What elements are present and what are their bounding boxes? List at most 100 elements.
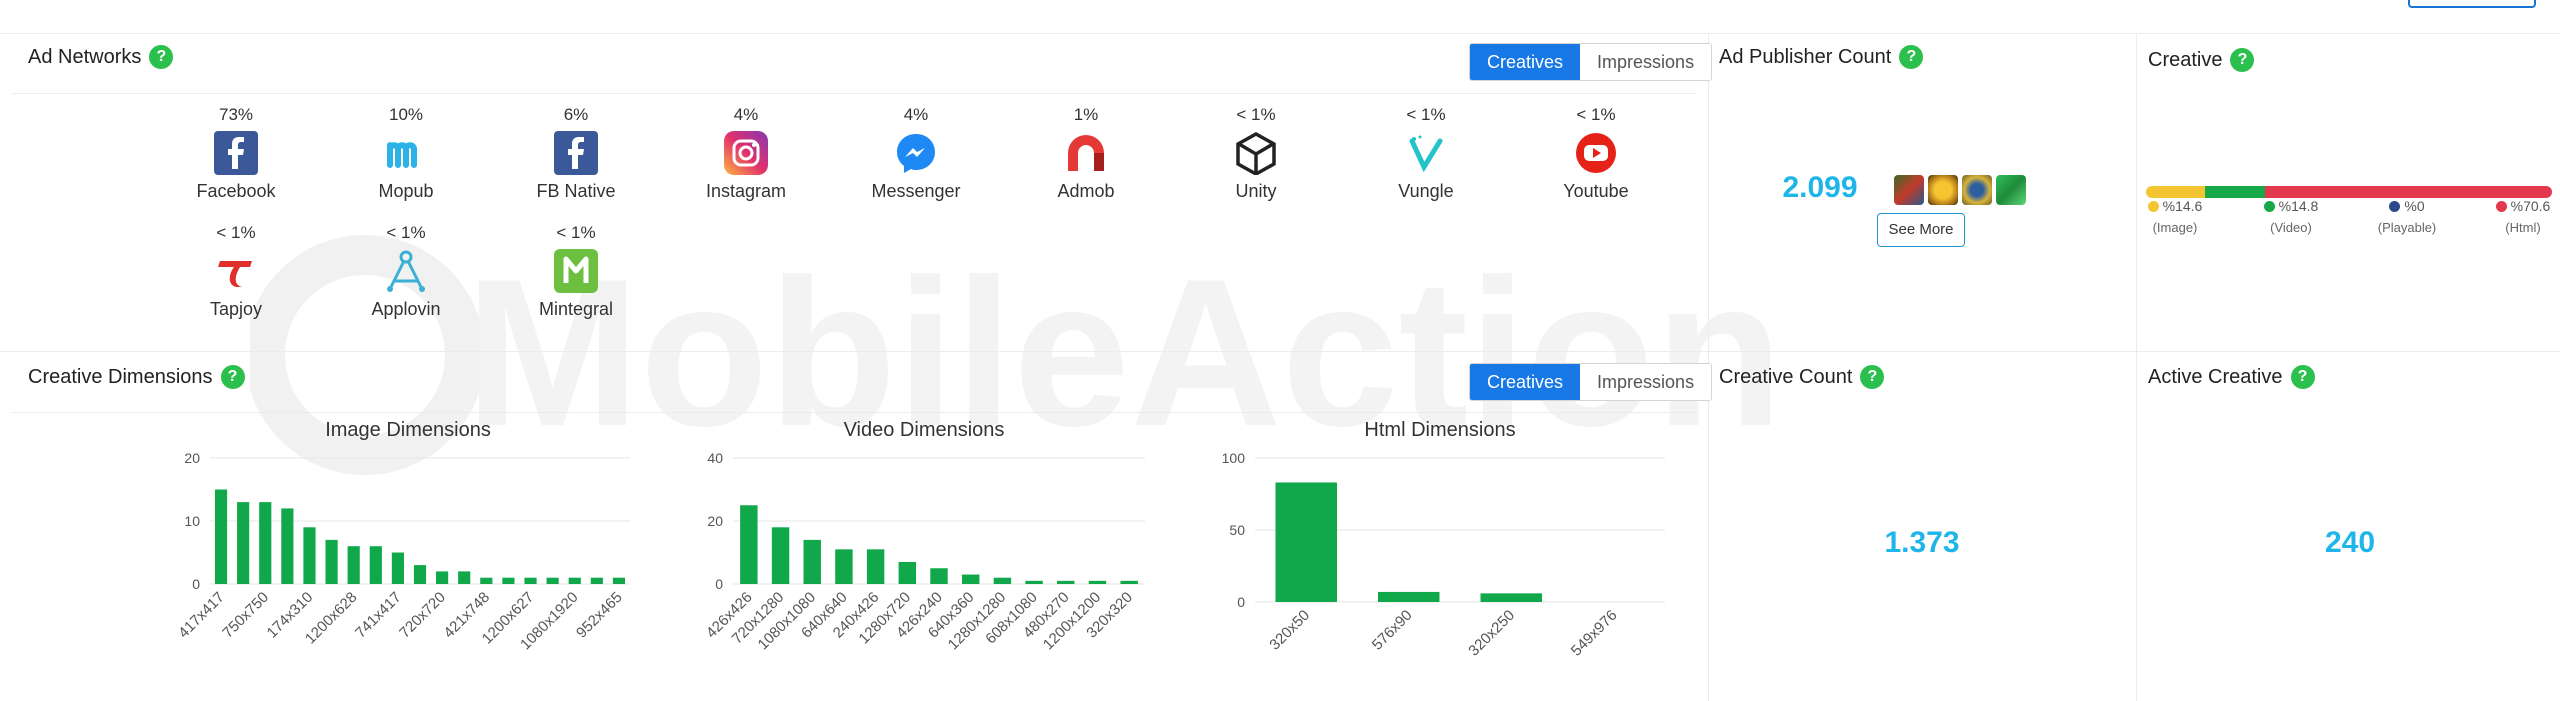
bar [237, 502, 250, 584]
ad-network-label: Vungle [1398, 181, 1454, 201]
bar [281, 508, 294, 584]
chart-title: Html Dimensions [1364, 419, 1515, 441]
impressions-tab[interactable]: Impressions [1580, 44, 1712, 80]
ad-network-tapjoy[interactable]: < 1% Tapjoy [151, 223, 321, 320]
help-icon[interactable]: ? [149, 45, 174, 69]
creative-legend-item: %70.6 (Html) [2490, 198, 2556, 235]
help-icon[interactable]: ? [1860, 365, 1885, 389]
bar [1378, 591, 1440, 602]
ad-network-messenger[interactable]: 4% Messenger [831, 105, 1001, 202]
ad-network-share: < 1% [386, 223, 426, 242]
ad-network-share: 73% [218, 105, 254, 124]
publisher-thumbnail[interactable] [1894, 175, 1924, 205]
ad-network-label: Unity [1235, 181, 1277, 201]
publisher-thumbnail[interactable] [1996, 175, 2026, 205]
legend-dot-icon [2495, 201, 2507, 212]
ad-networks-toggle: Creatives Impressions [1469, 43, 1713, 81]
publisher-thumbnail[interactable] [1962, 175, 1992, 205]
ad-network-label: Mopub [378, 181, 434, 201]
creative-title: Creative ? [2148, 48, 2255, 72]
bar [740, 505, 758, 584]
creative-type: (Html) [2505, 220, 2541, 235]
bar [866, 549, 885, 584]
mopub-icon [387, 142, 417, 168]
y-tick-label: 100 [1222, 450, 1246, 466]
bar [391, 552, 404, 584]
ad-network-share: 4% [903, 105, 929, 124]
top-strip [0, 0, 2560, 34]
publisher-thumbnail[interactable] [1928, 175, 1958, 205]
y-tick-label: 0 [1237, 594, 1245, 610]
fb-native-icon [554, 131, 598, 175]
ad-network-mintegral[interactable]: < 1% Mintegral [491, 223, 661, 320]
help-icon[interactable]: ? [1899, 45, 1924, 69]
creatives-tab[interactable]: Creatives [1470, 44, 1581, 80]
creative-count-title: Creative Count ? [1719, 365, 1885, 389]
bar [480, 577, 493, 584]
y-tick-label: 40 [707, 450, 723, 466]
help-icon[interactable]: ? [2290, 365, 2315, 389]
bar [961, 574, 980, 584]
bar [436, 571, 449, 584]
ad-network-applovin[interactable]: < 1% Applovin [321, 223, 491, 320]
ad-publisher-count-title: Ad Publisher Count ? [1719, 45, 1924, 69]
creative-count-label: Creative Count [1719, 365, 1853, 388]
bar [347, 546, 360, 584]
creative-type: (Playable) [2377, 220, 2437, 235]
creatives-tab[interactable]: Creatives [1470, 364, 1581, 400]
y-tick-label: 20 [184, 450, 200, 466]
creative-type: (Image) [2152, 220, 2198, 235]
instagram-icon [724, 131, 768, 175]
x-tick-label: 320x50 [1266, 607, 1313, 654]
active-creative-value: 240 [2324, 526, 2376, 559]
creative-bar-segment [2146, 186, 2206, 198]
bar [369, 546, 382, 584]
x-tick-label: 750x750 [219, 589, 272, 642]
bar [835, 549, 853, 584]
x-tick-label: 417x417 [175, 589, 228, 642]
ad-network-share: < 1% [1406, 105, 1446, 124]
ad-network-vungle[interactable]: < 1% Vungle [1341, 105, 1511, 202]
top-button[interactable] [2408, 0, 2536, 8]
ad-network-fb-native[interactable]: 6% FB Native [491, 105, 661, 202]
ad-network-facebook[interactable]: 73% Facebook [151, 105, 321, 202]
ad-publisher-count-label: Ad Publisher Count [1719, 45, 1892, 68]
bar [214, 489, 228, 584]
help-icon[interactable]: ? [2230, 48, 2255, 72]
ad-network-share: < 1% [1236, 105, 1276, 124]
bar [612, 577, 626, 584]
ad-network-instagram[interactable]: 4% Instagram [661, 105, 831, 202]
facebook-icon [214, 131, 258, 175]
ad-network-label: Instagram [705, 181, 787, 201]
creative-share: %14.6 [2162, 198, 2203, 214]
bar [1120, 580, 1138, 584]
ad-networks-title: Ad Networks ? [28, 45, 174, 69]
creative-legend-item: %14.6 (Image) [2142, 198, 2208, 235]
chart-title: Video Dimensions [844, 419, 1005, 441]
ad-network-mopub[interactable]: 10% Mopub [321, 105, 491, 202]
bar [1275, 482, 1337, 602]
legend-dot-icon [2263, 201, 2275, 212]
x-tick-label: 720x720 [396, 589, 449, 642]
x-tick-label: 576x90 [1369, 607, 1416, 654]
creative-share: %14.8 [2278, 198, 2319, 214]
ad-network-share: < 1% [216, 223, 256, 242]
creative-dimensions-toggle: Creatives Impressions [1469, 363, 1713, 401]
bar [502, 577, 515, 584]
see-more-button[interactable]: See More [1877, 213, 1965, 247]
legend-dot-icon [2389, 201, 2401, 212]
impressions-tab[interactable]: Impressions [1580, 364, 1712, 400]
bar [993, 577, 1012, 584]
bar [325, 539, 338, 584]
legend-dot-icon [2147, 201, 2159, 212]
ad-network-label: Mintegral [538, 299, 614, 319]
y-tick-label: 0 [192, 576, 200, 592]
bar [413, 565, 427, 584]
ad-network-youtube[interactable]: < 1% Youtube [1511, 105, 1681, 202]
help-icon[interactable]: ? [220, 365, 245, 389]
ad-network-admob[interactable]: 1% Admob [1001, 105, 1171, 202]
x-tick-label: 320x250 [1465, 607, 1518, 660]
ad-network-label: Admob [1057, 181, 1115, 201]
ad-network-unity[interactable]: < 1% Unity [1171, 105, 1341, 202]
